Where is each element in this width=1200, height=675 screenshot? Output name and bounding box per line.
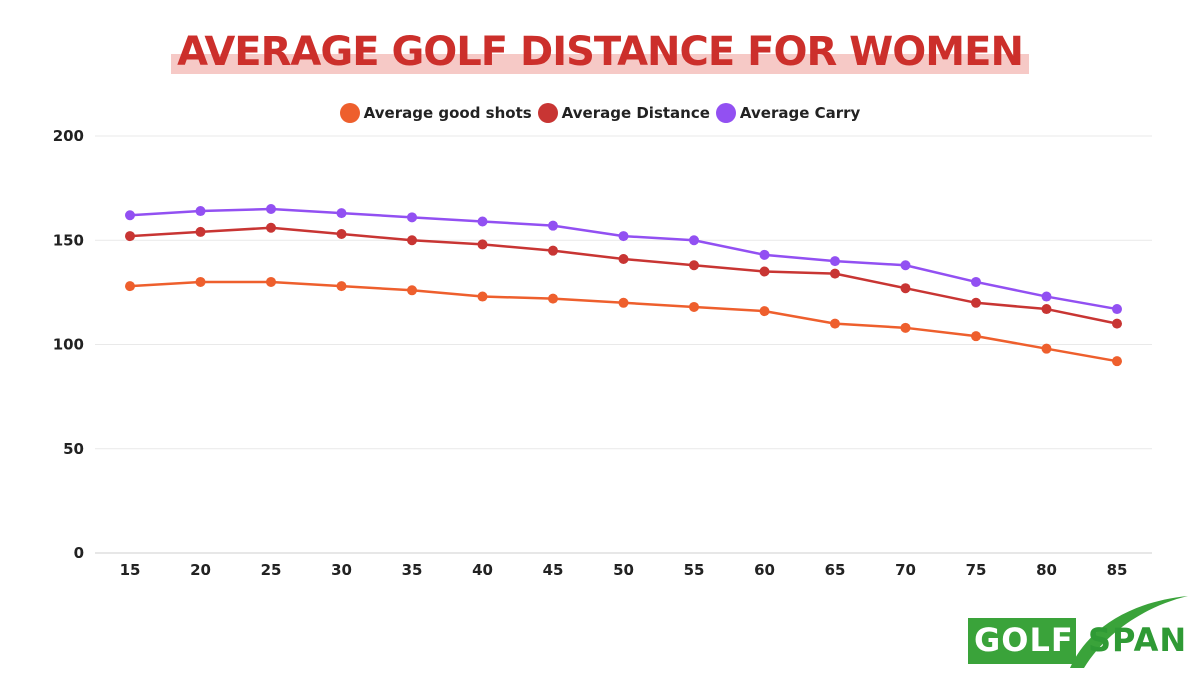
- data-point-s0-x30: [336, 281, 347, 292]
- data-point-s0-x65: [830, 318, 840, 329]
- chart-legend: Average good shots Average Distance Averag…: [0, 103, 1200, 123]
- data-point-s1-x25: [266, 222, 276, 233]
- data-point-s0-x75: [971, 331, 981, 342]
- data-point-s1-x40: [477, 239, 488, 250]
- y-tick-label-150: 150: [53, 231, 84, 249]
- data-point-s1-x35: [407, 235, 417, 246]
- data-point-s2-x85: [1112, 304, 1122, 315]
- x-tick-label-20: 20: [190, 561, 211, 579]
- legend-item-0: Average good shots: [339, 103, 532, 123]
- data-point-s1-x30: [336, 228, 347, 239]
- x-tick-label-85: 85: [1107, 561, 1128, 579]
- logo-text-golf: GOLF: [974, 621, 1074, 659]
- data-point-s0-x25: [266, 276, 276, 287]
- x-tick-label-30: 30: [331, 561, 352, 579]
- data-point-s1-x50: [618, 254, 629, 265]
- data-point-s1-x70: [900, 283, 911, 294]
- logo-green-box: [968, 618, 1076, 664]
- x-tick-label-70: 70: [895, 561, 916, 579]
- data-point-s1-x75: [971, 297, 981, 308]
- data-point-s0-x60: [759, 306, 770, 317]
- chart-title-container: AVERAGE GOLF DISTANCE FOR WOMEN: [0, 28, 1200, 76]
- data-point-s2-x75: [971, 276, 981, 287]
- data-point-s1-x20: [195, 226, 206, 237]
- data-point-s1-x55: [689, 260, 699, 271]
- x-tick-label-75: 75: [966, 561, 987, 579]
- x-tick-label-50: 50: [613, 561, 634, 579]
- x-tick-label-25: 25: [261, 561, 282, 579]
- data-point-s0-x55: [689, 301, 699, 312]
- data-point-s0-x35: [407, 285, 417, 296]
- data-point-s1-x80: [1041, 304, 1052, 315]
- data-point-s1-x45: [548, 245, 558, 256]
- data-point-s0-x80: [1041, 343, 1052, 354]
- data-point-s1-x85: [1112, 318, 1122, 329]
- legend-item-1: Average Distance: [537, 103, 710, 123]
- data-point-s0-x85: [1112, 356, 1122, 367]
- x-tick-label-65: 65: [825, 561, 846, 579]
- data-point-s2-x15: [125, 210, 135, 221]
- data-point-s2-x50: [618, 231, 629, 242]
- legend-label: Average Distance: [561, 104, 710, 122]
- series-line-0: [129, 280, 1118, 363]
- data-point-s2-x60: [759, 249, 770, 260]
- y-tick-label-0: 0: [74, 544, 84, 562]
- data-point-s1-x15: [125, 231, 135, 242]
- data-point-s0-x45: [548, 293, 558, 304]
- x-tick-label-55: 55: [684, 561, 705, 579]
- legend-dot-icon: [537, 103, 558, 123]
- data-point-s0-x70: [900, 322, 911, 333]
- y-tick-label-50: 50: [63, 440, 84, 458]
- golfspan-logo: GOLF SPAN: [966, 592, 1192, 668]
- y-tick-label-200: 200: [53, 127, 84, 145]
- data-point-s1-x60: [759, 266, 770, 277]
- data-point-s1-x65: [830, 268, 840, 279]
- data-point-s2-x80: [1041, 291, 1052, 302]
- data-point-s2-x55: [689, 235, 699, 246]
- data-point-s0-x50: [618, 297, 629, 308]
- data-point-s2-x35: [407, 212, 417, 223]
- x-tick-label-35: 35: [402, 561, 423, 579]
- logo-text-span: SPAN: [1088, 621, 1188, 659]
- data-point-s2-x20: [195, 206, 206, 217]
- data-point-s2-x30: [336, 208, 347, 219]
- x-tick-label-80: 80: [1036, 561, 1057, 579]
- data-point-s2-x40: [477, 216, 488, 227]
- logo-swoosh-icon: [1070, 596, 1188, 668]
- legend-dot-icon: [715, 103, 736, 123]
- data-point-s2-x70: [900, 260, 911, 271]
- series-line-1: [129, 226, 1118, 325]
- data-point-s0-x15: [125, 281, 135, 292]
- legend-item-2: Average Carry: [715, 103, 861, 123]
- x-tick-label-15: 15: [120, 561, 141, 579]
- data-point-s0-x20: [195, 276, 206, 287]
- data-point-s2-x45: [548, 220, 558, 231]
- legend-label: Average Carry: [739, 104, 861, 122]
- x-tick-label-60: 60: [754, 561, 775, 579]
- y-tick-label-100: 100: [53, 336, 84, 354]
- data-point-s0-x40: [477, 291, 488, 302]
- legend-dot-icon: [339, 103, 360, 123]
- x-tick-label-45: 45: [543, 561, 564, 579]
- data-point-s2-x65: [830, 256, 840, 267]
- data-point-s2-x25: [266, 203, 276, 214]
- chart-title: AVERAGE GOLF DISTANCE FOR WOMEN: [171, 28, 1029, 76]
- legend-label: Average good shots: [363, 104, 532, 122]
- x-tick-label-40: 40: [472, 561, 493, 579]
